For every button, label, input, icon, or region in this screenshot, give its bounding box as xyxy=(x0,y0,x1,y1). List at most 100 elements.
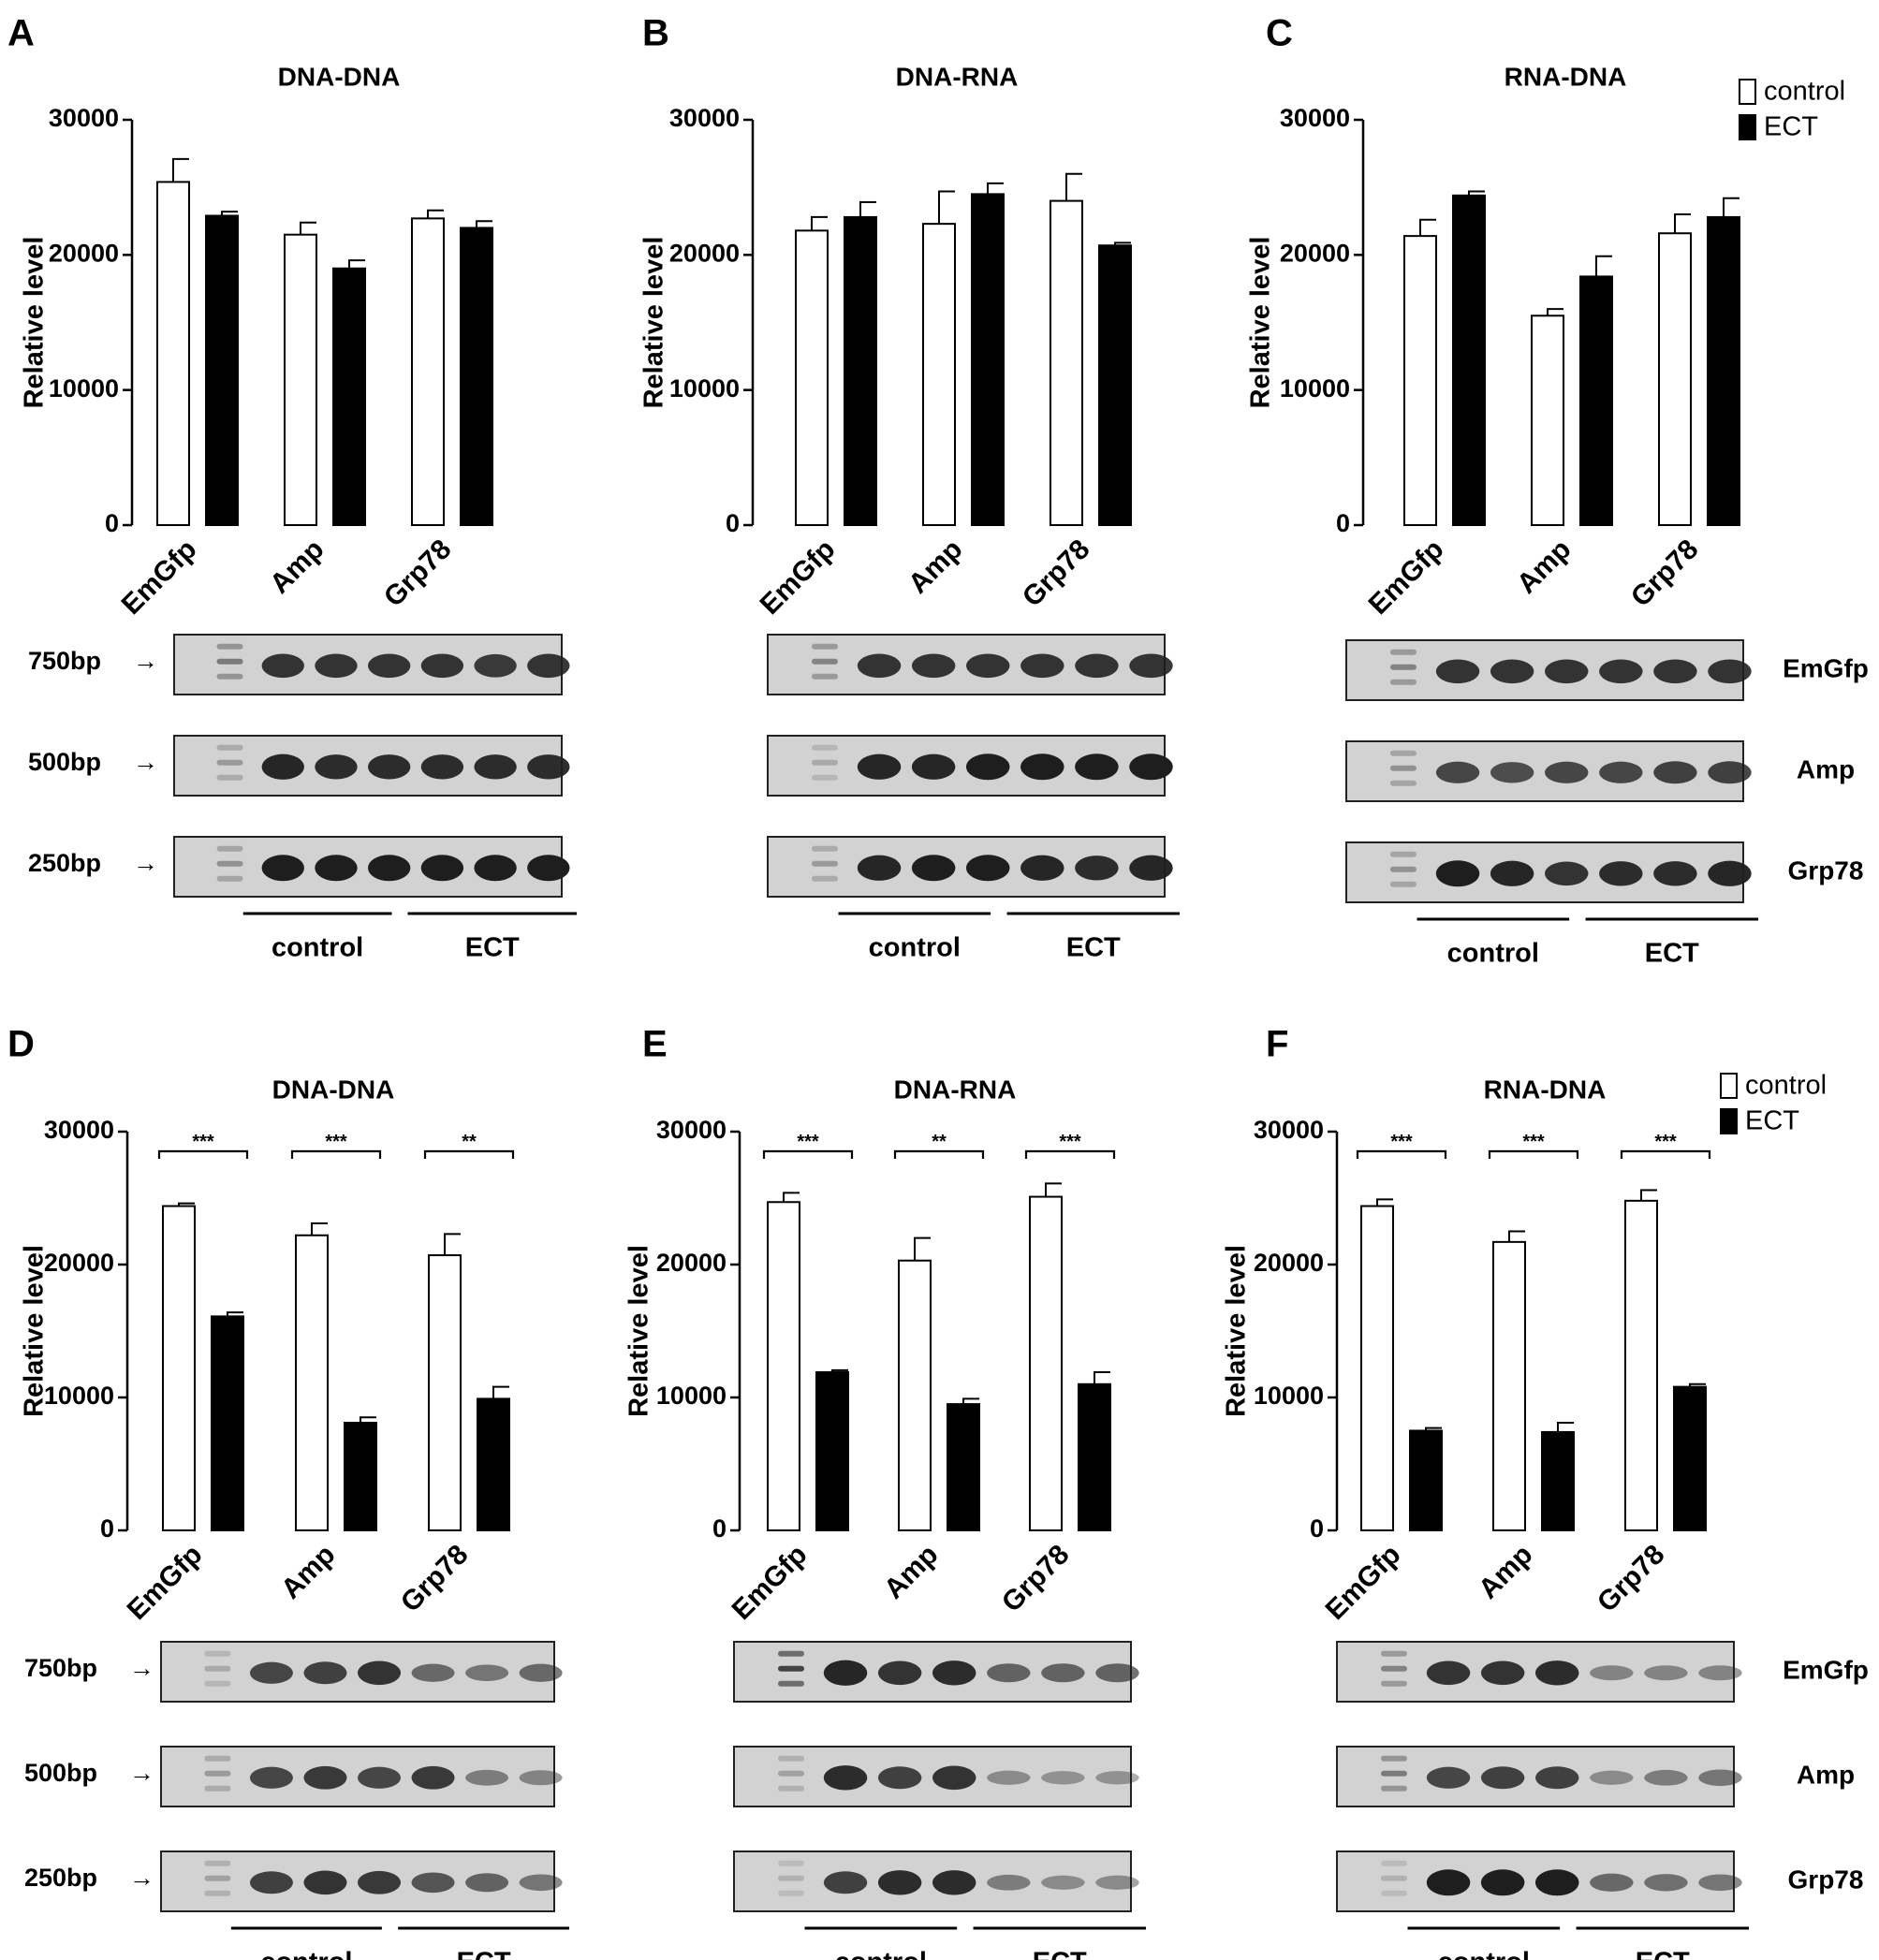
bar-control xyxy=(1050,199,1083,526)
ladder-band xyxy=(1380,1875,1407,1881)
arrow-icon: → xyxy=(129,1654,154,1682)
category-label: Grp78 xyxy=(395,1539,475,1618)
gel-band xyxy=(1490,762,1534,783)
significance-stars: *** xyxy=(1059,1132,1081,1152)
gel-band xyxy=(1075,653,1119,679)
arrow-icon: → xyxy=(133,647,158,675)
category-label: Amp xyxy=(903,534,968,599)
significance-bracket xyxy=(762,1149,854,1159)
ladder-band xyxy=(216,759,243,766)
gel-band xyxy=(420,855,464,882)
y-tick-label: 0 xyxy=(712,1514,727,1543)
gel-band xyxy=(474,653,517,678)
legend-label-ect: ECT xyxy=(1764,112,1818,142)
significance-stars: ** xyxy=(932,1132,947,1152)
gel-row-2 xyxy=(733,1746,1139,1807)
gel-band xyxy=(1535,1660,1579,1686)
category-label: Amp xyxy=(1511,534,1577,599)
bar-control xyxy=(1492,1240,1526,1531)
gel-image xyxy=(733,1746,1132,1807)
gel-band xyxy=(303,1661,347,1685)
significance-stars: *** xyxy=(1654,1132,1677,1152)
gel-band xyxy=(1708,761,1752,784)
ect-group-label: ECT xyxy=(1636,1948,1690,1960)
panel-letter: B xyxy=(642,13,669,54)
ladder-band xyxy=(1389,765,1417,771)
gel-band xyxy=(519,1770,563,1786)
ladder-band xyxy=(1389,881,1417,887)
gel-band xyxy=(823,1660,868,1686)
gel-row-3 xyxy=(733,1850,1139,1912)
ladder-band xyxy=(1380,1755,1407,1762)
gel-band xyxy=(1490,659,1534,684)
ladder-band xyxy=(777,1680,804,1687)
category-label: EmGfp xyxy=(727,1539,814,1626)
significance-stars: *** xyxy=(1522,1132,1545,1152)
y-tick-label: 10000 xyxy=(656,1382,727,1410)
chart-title: RNA-DNA xyxy=(1484,1075,1607,1104)
y-tick-label: 30000 xyxy=(669,104,740,132)
ladder-band xyxy=(216,658,243,665)
category-label: EmGfp xyxy=(1320,1539,1407,1626)
significance-bracket xyxy=(157,1149,249,1159)
bar-control xyxy=(795,229,829,526)
gel-row-1: EmGfp xyxy=(1336,1641,1869,1703)
gel-band xyxy=(527,653,570,679)
gel-band xyxy=(1590,1665,1634,1681)
chart-title: DNA-DNA xyxy=(272,1075,395,1104)
ladder-band xyxy=(1389,780,1417,786)
gel-band xyxy=(411,1765,455,1790)
ladder-band xyxy=(811,845,838,852)
gel-band xyxy=(1599,659,1643,684)
gel-band xyxy=(1129,653,1173,679)
significance-bracket xyxy=(423,1149,515,1159)
y-tick-label: 20000 xyxy=(1254,1249,1324,1277)
gel-band xyxy=(527,855,570,882)
category-label: EmGfp xyxy=(755,534,842,621)
bar-ect xyxy=(1579,275,1613,526)
category-label: EmGfp xyxy=(122,1539,209,1626)
gel-band xyxy=(1545,861,1589,886)
gel-row-2: 500bp → xyxy=(28,735,570,797)
legend-swatch-ect xyxy=(1720,1108,1738,1134)
gel-band xyxy=(987,1874,1031,1891)
ladder-band xyxy=(777,1665,804,1672)
bar-ect xyxy=(1409,1429,1443,1531)
bar-ect xyxy=(332,267,366,526)
bar-ect xyxy=(1098,244,1132,526)
gel-band xyxy=(249,1871,293,1894)
gel-band xyxy=(358,1660,402,1686)
y-tick-label: 10000 xyxy=(1280,374,1350,402)
gel-band xyxy=(474,855,517,882)
ladder-band xyxy=(811,643,838,650)
y-tick-label: 20000 xyxy=(669,239,740,267)
control-group-label: control xyxy=(869,933,961,963)
ladder-band xyxy=(1380,1650,1407,1657)
panel-a: A DNA-DNA 0 10000 20000 30000 Relative level Em… xyxy=(7,13,577,963)
ladder-band xyxy=(777,1890,804,1896)
bar-control xyxy=(1531,314,1564,526)
gel-band xyxy=(1545,659,1589,684)
gel-band xyxy=(465,1873,509,1893)
gel-band xyxy=(1480,1766,1525,1790)
control-group-label: control xyxy=(1438,1948,1530,1960)
y-tick-label: 0 xyxy=(105,509,119,537)
gel-row-3: Grp78 xyxy=(1345,841,1863,903)
bar-ect xyxy=(460,227,493,526)
gel-row-2: Amp xyxy=(1336,1746,1855,1807)
panel-b: B DNA-RNA 0 10000 20000 30000 Relative level Em… xyxy=(639,13,1180,963)
bar-control xyxy=(1658,232,1692,527)
y-tick-label: 10000 xyxy=(49,374,119,402)
panel-letter: E xyxy=(642,1024,668,1065)
gel-band xyxy=(966,855,1010,882)
ladder-band xyxy=(1380,1665,1407,1672)
bp-label: 250bp xyxy=(28,849,101,877)
gel-band xyxy=(966,653,1010,679)
ladder-band xyxy=(1380,1890,1407,1896)
gel-row-3: 250bp → xyxy=(24,1850,563,1912)
ladder-band xyxy=(216,673,243,680)
gel-band xyxy=(1075,753,1119,781)
gel-band xyxy=(877,1766,922,1790)
panel-f: F RNA-DNA 0 10000 20000 30000 Relative level Em… xyxy=(1222,1024,1869,1960)
gene-label: Amp xyxy=(1797,1760,1855,1789)
